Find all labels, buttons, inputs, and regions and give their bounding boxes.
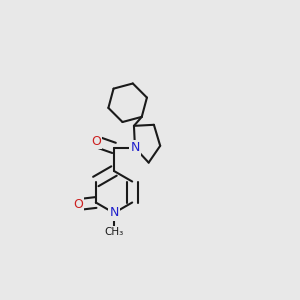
Text: N: N xyxy=(109,206,119,220)
Text: CH₃: CH₃ xyxy=(104,227,124,237)
Text: N: N xyxy=(130,141,140,154)
Text: O: O xyxy=(91,135,101,148)
Text: O: O xyxy=(73,198,83,211)
